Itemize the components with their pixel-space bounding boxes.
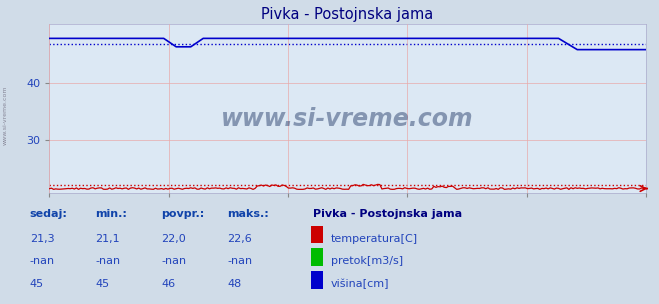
Text: min.:: min.: (96, 209, 127, 219)
Text: 21,3: 21,3 (30, 234, 54, 244)
Text: -nan: -nan (227, 257, 252, 267)
Text: 46: 46 (161, 279, 175, 289)
Text: 22,6: 22,6 (227, 234, 252, 244)
Text: 48: 48 (227, 279, 242, 289)
Text: Pivka - Postojnska jama: Pivka - Postojnska jama (313, 209, 462, 219)
Text: temperatura[C]: temperatura[C] (331, 234, 418, 244)
Text: povpr.:: povpr.: (161, 209, 205, 219)
Text: sedaj:: sedaj: (30, 209, 67, 219)
Text: www.si-vreme.com: www.si-vreme.com (3, 86, 8, 145)
Text: www.si-vreme.com: www.si-vreme.com (221, 107, 474, 131)
Text: pretok[m3/s]: pretok[m3/s] (331, 257, 403, 267)
Text: 21,1: 21,1 (96, 234, 120, 244)
Title: Pivka - Postojnska jama: Pivka - Postojnska jama (262, 7, 434, 22)
Text: 22,0: 22,0 (161, 234, 186, 244)
Text: višina[cm]: višina[cm] (331, 279, 389, 289)
Text: 45: 45 (96, 279, 109, 289)
Text: 45: 45 (30, 279, 43, 289)
Text: -nan: -nan (30, 257, 55, 267)
Text: maks.:: maks.: (227, 209, 269, 219)
Text: -nan: -nan (161, 257, 186, 267)
Text: -nan: -nan (96, 257, 121, 267)
